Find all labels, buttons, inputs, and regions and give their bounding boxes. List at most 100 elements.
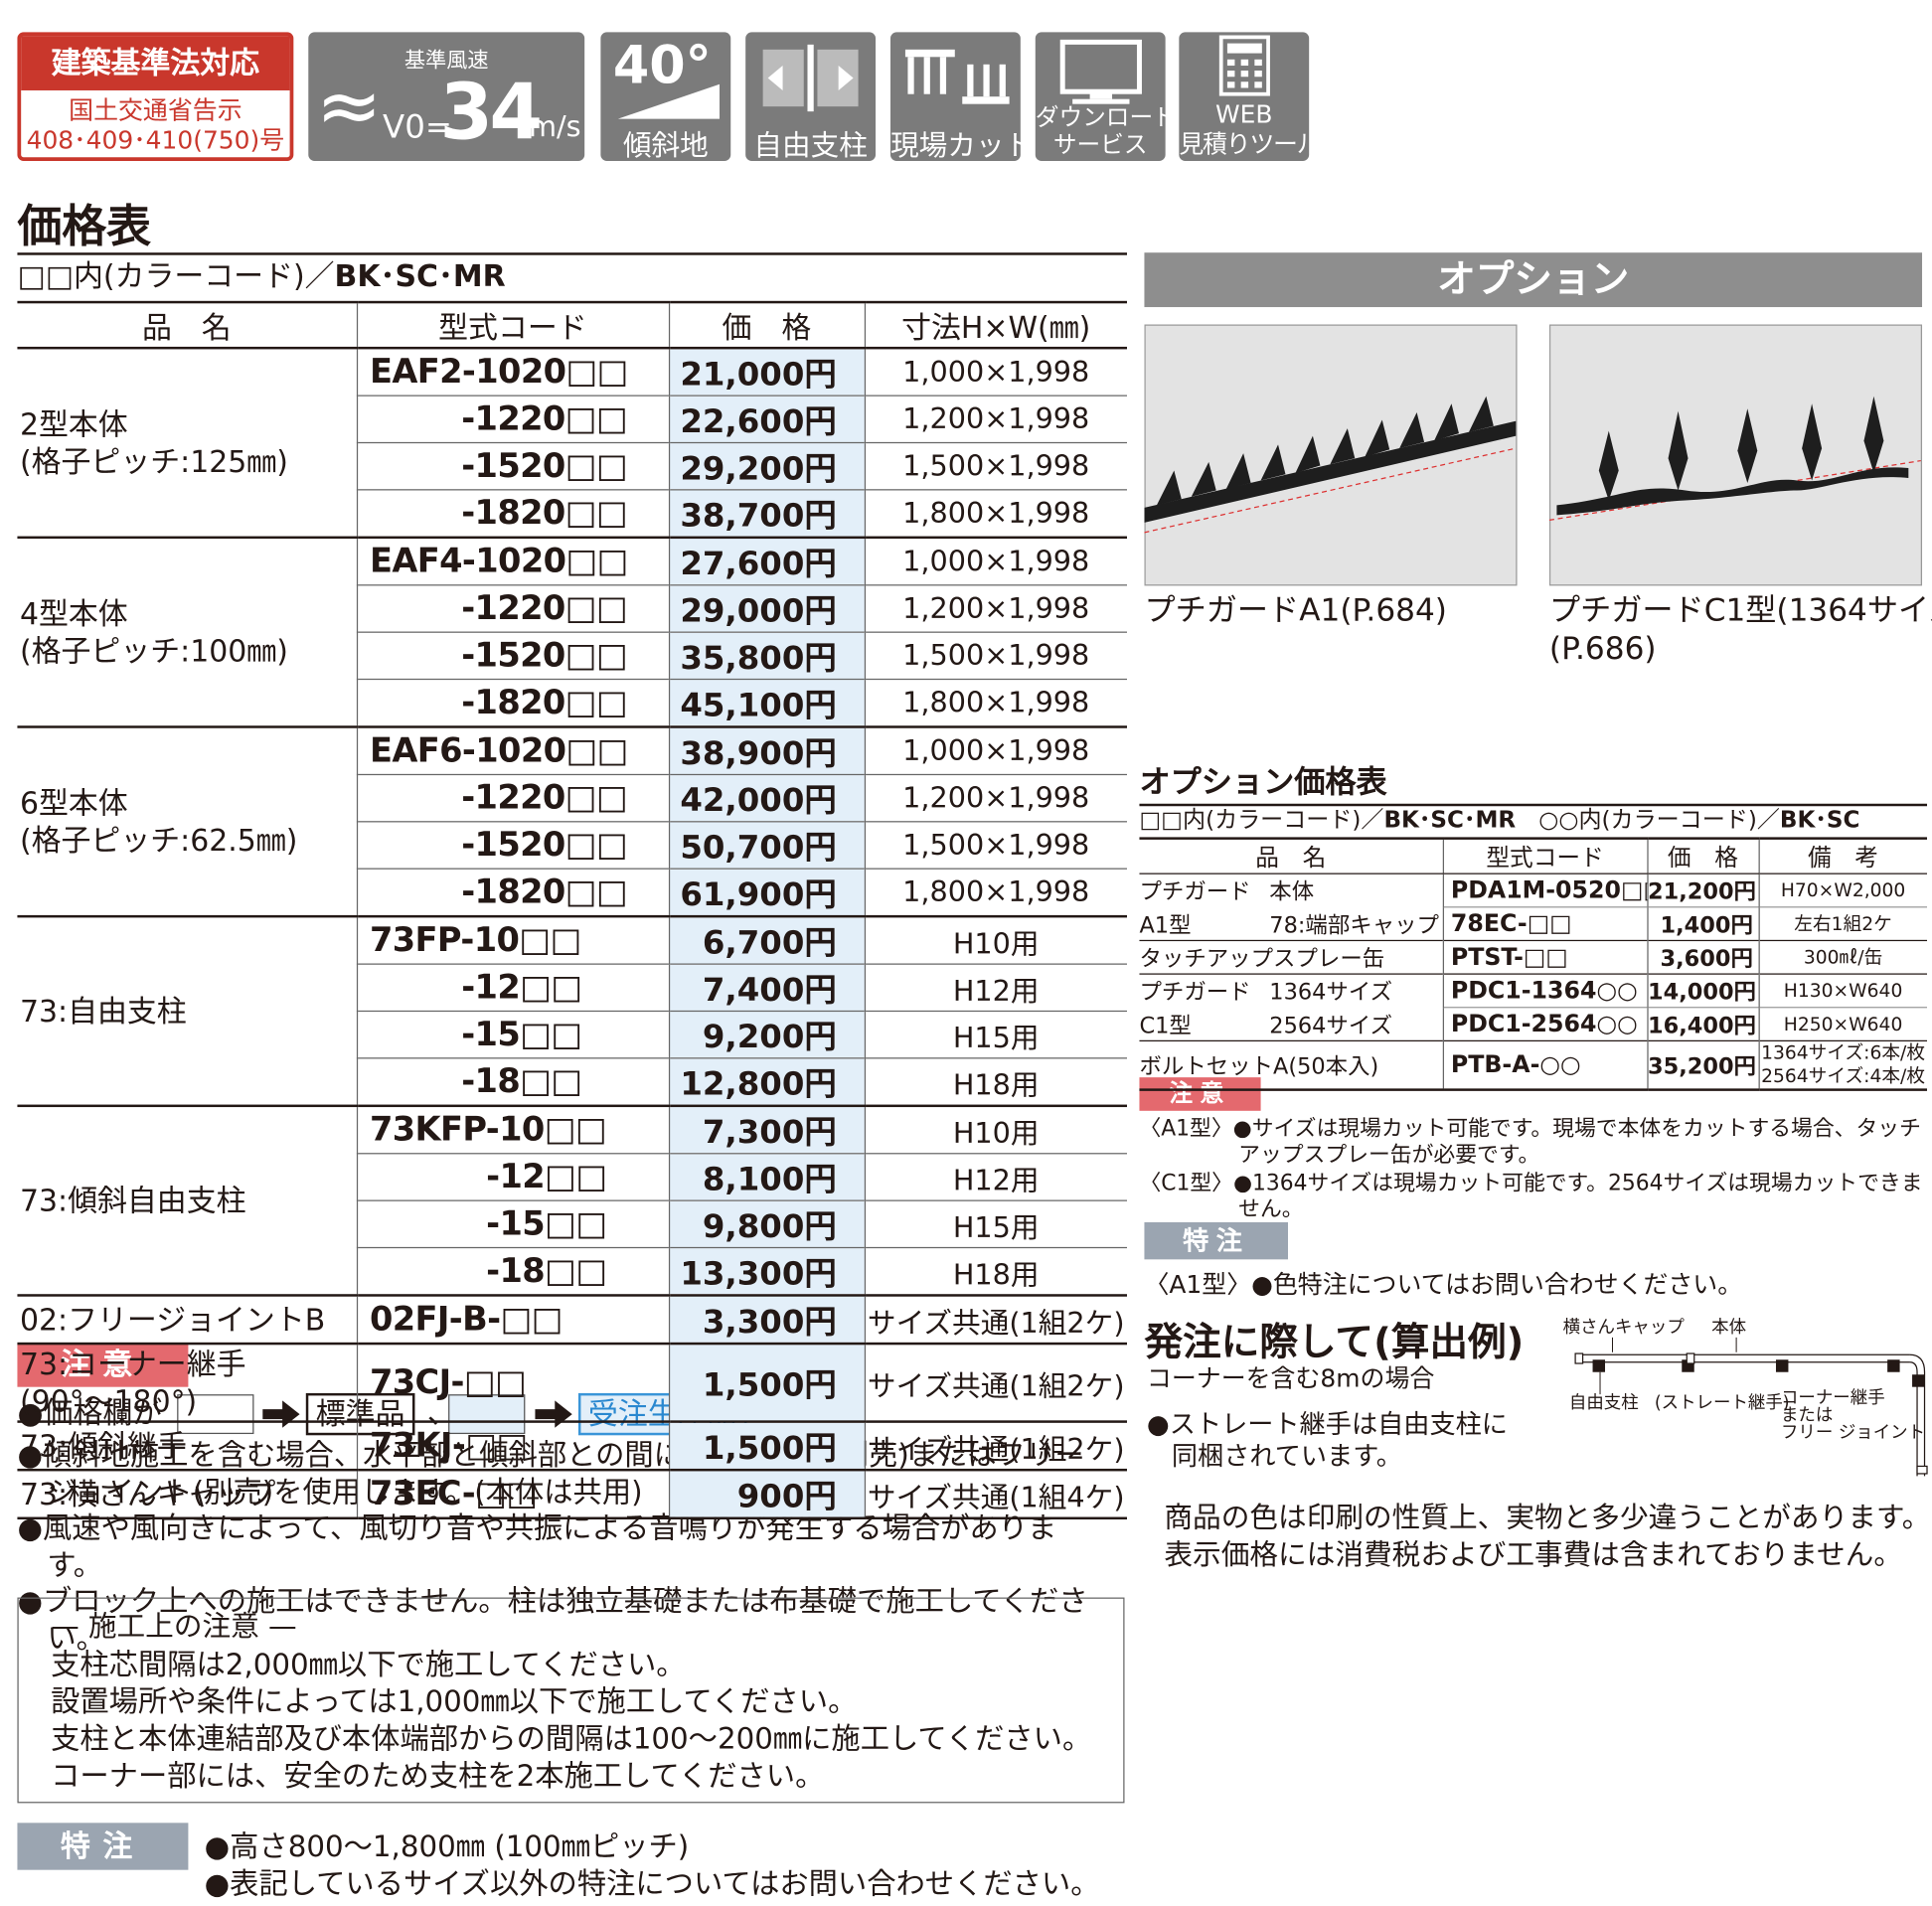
option-name: C1型 2564サイズ [1139, 1008, 1442, 1041]
product-name: 73:傾斜継手 [17, 1420, 358, 1471]
code-cell: -1820□□ [356, 678, 669, 727]
model-code: PTB-A-○○ [1442, 1039, 1648, 1091]
price-row: 2型本体 (格子ピッチ:125㎜) EAF2-1020□□ 21,000円 1,000×… [17, 346, 1127, 538]
model-code: -15□□ [486, 1204, 607, 1244]
model-code: PTST-□□ [1442, 939, 1648, 975]
icon-badge: 自由支柱 [745, 32, 877, 162]
code-cell: -15□□ [356, 1010, 669, 1058]
model-code: -1220□□ [461, 589, 628, 628]
order-subtitle: コーナーを含む8mの場合 [1146, 1363, 1435, 1393]
price-row: -15□□ 9,800円 H15用 [17, 1199, 1127, 1248]
code-cell: -15□□ [356, 1199, 669, 1248]
wind-badge: 基準風速 ≈ V0= 34 m/s [308, 32, 585, 161]
diagram-label: (ストレート継手) [1654, 1392, 1790, 1413]
product-name-line: (90°～180°) [19, 1383, 198, 1419]
price-row: 73:横さんキャップ 73EC-□□ 900円 サイズ共通(1組4ケ) [17, 1468, 1127, 1520]
product-name: 2型本体 (格子ピッチ:125㎜) [17, 346, 358, 538]
model-code: -1520□□ [461, 826, 628, 865]
wind-unit: m/s [529, 111, 581, 144]
dimensions: 1,800×1,998 [864, 868, 1127, 917]
note-tag: 〈A1型〉 [1144, 1269, 1252, 1300]
remark-line: H250×W640 [1783, 1012, 1903, 1035]
code-cell: 73KFP-10□□ [356, 1104, 669, 1154]
product-name-line: 2型本体 [19, 406, 128, 442]
model-code: -1520□□ [461, 446, 628, 486]
dimensions: サイズ共通(1組2ケ) [864, 1342, 1127, 1422]
code-cell: -18□□ [356, 1057, 669, 1106]
diagram-label: 横さんキャップ [1562, 1317, 1685, 1338]
price: 1,500円 [668, 1420, 865, 1471]
code-cell: -1520□□ [356, 821, 669, 870]
order-note: ●ストレート継手は自由支柱に同梱されています。 [1146, 1409, 1508, 1472]
option-table-title: オプション価格表 [1139, 763, 1387, 801]
model-code: -1820□□ [461, 494, 628, 533]
law-badge-line: 408･409･410(750)号 [26, 124, 285, 155]
header-cell: 寸法H×W(㎜) [864, 300, 1127, 350]
option-row: A1型 78:端部キャップ 78EC-□□ 1,400円 左右1組2ケ [1139, 906, 1928, 941]
price: 21,000円 [668, 346, 865, 397]
option-item: 1364サイズ [1269, 980, 1393, 1007]
model-code: 73CJ-□□ [369, 1363, 527, 1402]
icon-text: 現場カット [889, 129, 1034, 163]
price: 42,000円 [668, 773, 865, 822]
dimensions: 1,200×1,998 [864, 773, 1127, 822]
dimensions: H18用 [864, 1057, 1127, 1106]
model-code: PDC1-1364○○ [1442, 973, 1648, 1008]
option-special-label: 特注 [1144, 1221, 1288, 1260]
product-name-line: 73:コーナー継手 [19, 1347, 246, 1382]
price-row: 73:傾斜継手 73KJ-□□ 1,500円 サイズ共通(1組2ケ) [17, 1420, 1127, 1471]
law-badge-line: 国土交通省告示 [69, 94, 242, 125]
option-item: 2564サイズ [1269, 1013, 1393, 1039]
header-cell: 価 格 [1646, 837, 1759, 874]
icon-badge: 現場カット [889, 32, 1034, 163]
option-note: 〈C1型〉●1364サイズは現場カット可能です。2564サイズは現場カットできま… [1139, 1172, 1927, 1223]
note-item: ●ブロック上への施工はできません。柱は独立基礎または布基礎で施工してください。 [17, 1583, 1088, 1656]
model-code: -1220□□ [461, 399, 628, 439]
wind-value: 34 [439, 67, 543, 158]
note-item: ●風速や風向きによって、風切り音や共振による音鳴りが発生する場合があります。 [17, 1510, 1057, 1582]
price: 12,800円 [668, 1057, 865, 1106]
product-name: 73:コーナー継手 (90°～180°) [17, 1342, 358, 1422]
price: 50,700円 [668, 821, 865, 870]
price: 7,300円 [668, 1104, 865, 1154]
icon-text: サービス [1052, 131, 1148, 159]
options-header: オプション [1144, 252, 1923, 308]
header-cell: 品 名 [17, 300, 357, 350]
diagram-label: コーナー継手 または フリー ジョイント [1781, 1389, 1925, 1441]
dimensions: 1,000×1,998 [864, 536, 1127, 585]
icon-badge: ダウンロード サービス [1035, 32, 1177, 161]
calculator-icon [1218, 35, 1270, 96]
header-cell: 品 名 [1139, 837, 1443, 874]
price: 27,600円 [668, 536, 865, 585]
dimensions: H12用 [864, 1153, 1127, 1201]
model-code: EAF4-1020□□ [369, 542, 628, 581]
product-name: 73:自由支柱 [17, 914, 358, 1106]
price-row: -15□□ 9,200円 H15用 [17, 1010, 1127, 1058]
price: 35,800円 [668, 631, 865, 680]
code-cell: EAF6-1020□□ [356, 725, 669, 775]
code-cell: 73KJ-□□ [356, 1420, 669, 1471]
code-cell: -1820□□ [356, 868, 669, 917]
price-row: 73:コーナー継手 (90°～180°) 73CJ-□□ 1,500円 サイズ共通(1組… [17, 1342, 1127, 1422]
rule [1139, 803, 1928, 807]
price: 3,600円 [1646, 939, 1759, 975]
price-row: -1820□□ 45,100円 1,800×1,998 [17, 678, 1127, 727]
option-name: ボルトセットA(50本入) [1139, 1039, 1443, 1091]
dimensions: H10用 [864, 914, 1127, 965]
price: 900円 [668, 1468, 865, 1520]
price: 38,700円 [668, 489, 865, 538]
header-cell: 価 格 [668, 300, 865, 350]
price: 14,000円 [1646, 973, 1759, 1008]
dimensions: 1,500×1,998 [864, 631, 1127, 680]
remarks: H130×W640 [1757, 973, 1928, 1008]
price-row: 73:自由支柱 73FP-10□□ 6,700円 H10用 [17, 914, 1127, 1106]
option-color-note: □□内(カラーコード)／BK･SC･MR ○○内(カラーコード)／BK･SC [1139, 806, 1859, 836]
wind-prefix: V0= [383, 108, 453, 147]
price-row: -12□□ 8,100円 H12用 [17, 1153, 1127, 1201]
dimensions: H15用 [864, 1010, 1127, 1058]
color-codes: BK･SC･MR [1383, 807, 1517, 834]
dimensions: サイズ共通(1組2ケ) [864, 1420, 1127, 1471]
model-code: PDC1-2564○○ [1442, 1007, 1648, 1041]
dimensions: 1,200×1,998 [864, 584, 1127, 633]
